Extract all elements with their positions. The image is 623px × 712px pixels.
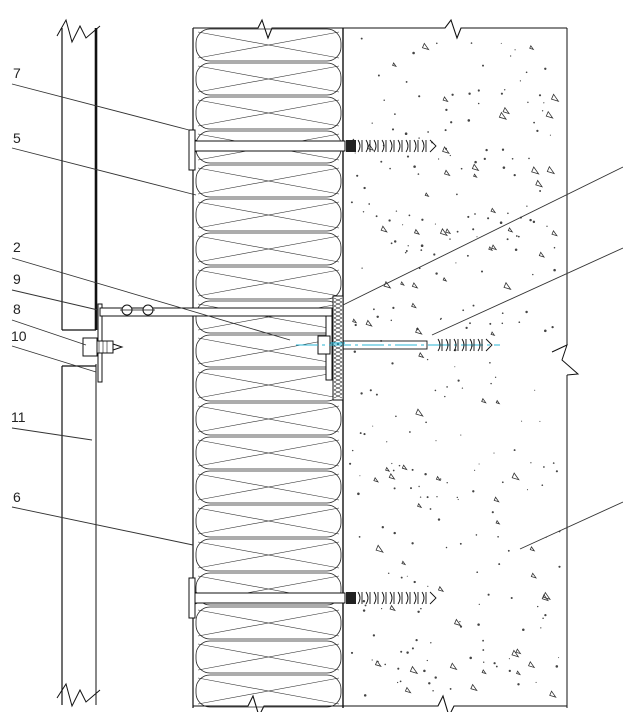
panel-fastener-screw (82, 337, 124, 357)
facade-cladding-panel (56, 18, 101, 708)
callout-2: 2 (13, 239, 21, 255)
top-break-line (193, 18, 567, 40)
bottom-break-line (193, 694, 567, 712)
callout-labels: 7 5 2 9 8 10 11 6 (11, 65, 27, 505)
callout-leaders (11, 83, 623, 550)
callout-6: 6 (13, 489, 21, 505)
callout-7: 7 (13, 65, 21, 81)
bracket-anchor (296, 335, 500, 355)
callout-8: 8 (13, 301, 21, 317)
callout-11: 11 (11, 409, 26, 425)
callout-9: 9 (13, 271, 21, 287)
concrete-aggregate-dots (349, 37, 561, 697)
insulation-dowel-top (188, 129, 437, 171)
callout-5: 5 (13, 130, 21, 146)
concrete-wall (342, 28, 580, 708)
thermal-isolation-pad (332, 295, 344, 401)
callout-10: 10 (11, 328, 27, 344)
insulation-zigzag-pattern (195, 28, 342, 708)
insulation-dowel-bottom (188, 577, 437, 619)
mineral-wool-insulation (192, 28, 342, 708)
support-profile-bracket (97, 303, 333, 383)
